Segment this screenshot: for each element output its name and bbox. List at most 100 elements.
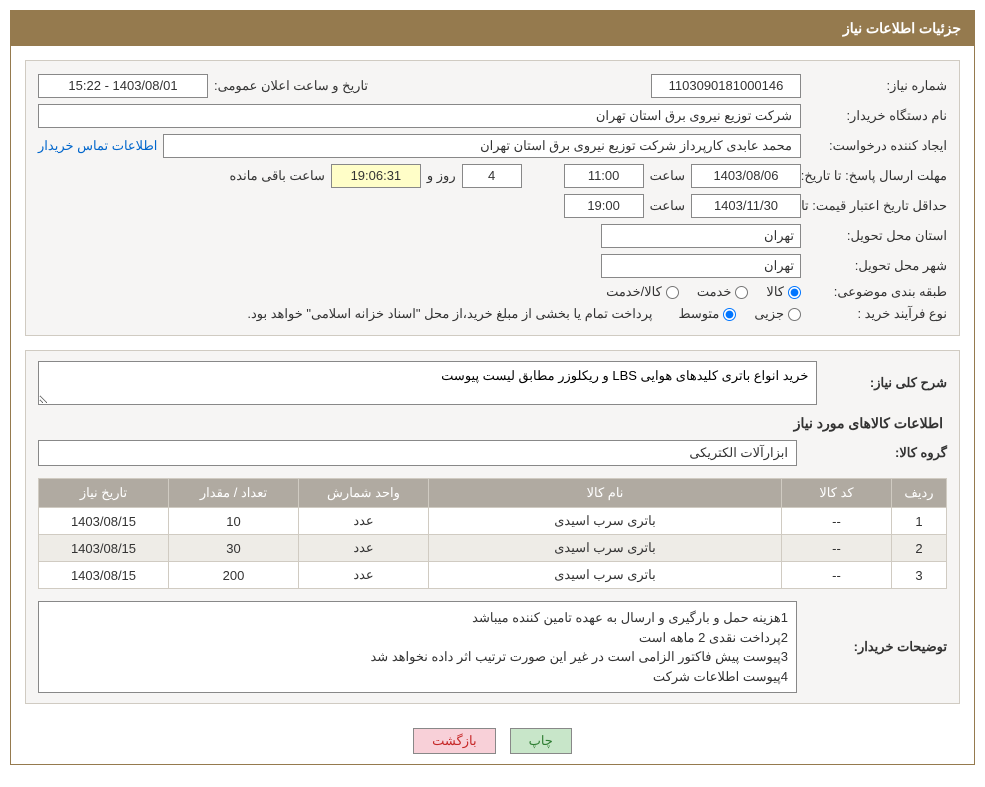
buyer-notes-label: توضیحات خریدار:	[807, 601, 947, 693]
radio-goods-input[interactable]	[788, 286, 801, 299]
radio-both-input[interactable]	[666, 286, 679, 299]
table-cell: باتری سرب اسیدی	[429, 535, 782, 562]
classify-radios: کالا خدمت کالا/خدمت	[606, 284, 801, 300]
radio-medium[interactable]: متوسط	[678, 306, 736, 322]
table-cell: 30	[169, 535, 299, 562]
button-row: چاپ بازگشت	[11, 718, 974, 764]
radio-minor[interactable]: جزیی	[754, 306, 801, 322]
radio-both-label: کالا/خدمت	[606, 284, 662, 300]
row-province: استان محل تحویل: تهران	[38, 221, 947, 251]
radio-goods-label: کالا	[766, 284, 784, 300]
table-cell: 1	[892, 508, 947, 535]
col-unit: واحد شمارش	[299, 479, 429, 508]
row-validity: حداقل تاریخ اعتبار قیمت: تا تاریخ: 1403/…	[38, 191, 947, 221]
radio-service-input[interactable]	[735, 286, 748, 299]
province-field: تهران	[601, 224, 801, 248]
province-label: استان محل تحویل:	[807, 228, 947, 244]
buyer-org-label: نام دستگاه خریدار:	[807, 108, 947, 124]
print-button[interactable]: چاپ	[510, 728, 572, 754]
row-group: گروه کالا: ابزارآلات الکتریکی	[38, 440, 947, 466]
validity-time-field: 19:00	[564, 194, 644, 218]
main-panel: جزئیات اطلاعات نیاز شماره نیاز: 11030901…	[10, 10, 975, 765]
note-line-1: 1هزینه حمل و بارگیری و ارسال به عهده تام…	[47, 608, 788, 628]
deadline-label-text: مهلت ارسال پاسخ:	[845, 168, 947, 183]
row-buyer-notes: توضیحات خریدار: 1هزینه حمل و بارگیری و ا…	[38, 601, 947, 693]
deadline-label: مهلت ارسال پاسخ: تا تاریخ:	[807, 168, 947, 184]
process-note: پرداخت تمام یا بخشی از مبلغ خرید،از محل …	[247, 306, 652, 322]
note-line-2: 2پرداخت نقدی 2 ماهه است	[47, 628, 788, 648]
table-cell: 1403/08/15	[39, 535, 169, 562]
remaining-label: ساعت باقی مانده	[229, 168, 324, 184]
radio-minor-input[interactable]	[788, 308, 801, 321]
items-title: اطلاعات کالاهای مورد نیاز	[42, 415, 943, 432]
col-qty: تعداد / مقدار	[169, 479, 299, 508]
page-title: جزئیات اطلاعات نیاز	[11, 11, 974, 46]
details-panel: شماره نیاز: 1103090181000146 تاریخ و ساع…	[25, 60, 960, 336]
table-cell: 2	[892, 535, 947, 562]
row-city: شهر محل تحویل: تهران	[38, 251, 947, 281]
col-row: ردیف	[892, 479, 947, 508]
table-row: 3--باتری سرب اسیدیعدد2001403/08/15	[39, 562, 947, 589]
announce-field: 1403/08/01 - 15:22	[38, 74, 208, 98]
col-date: تاریخ نیاز	[39, 479, 169, 508]
radio-both[interactable]: کالا/خدمت	[606, 284, 679, 300]
group-field: ابزارآلات الکتریکی	[38, 440, 797, 466]
items-table: ردیف کد کالا نام کالا واحد شمارش تعداد /…	[38, 478, 947, 589]
until-date-label-text: تا تاریخ:	[801, 168, 842, 183]
col-name: نام کالا	[429, 479, 782, 508]
days-field: 4	[462, 164, 522, 188]
need-no-field: 1103090181000146	[651, 74, 801, 98]
table-cell: عدد	[299, 535, 429, 562]
process-radios: جزیی متوسط	[678, 306, 801, 322]
table-cell: عدد	[299, 508, 429, 535]
table-cell: 1403/08/15	[39, 562, 169, 589]
deadline-time-field: 11:00	[564, 164, 644, 188]
description-field[interactable]	[38, 361, 817, 405]
table-cell: 200	[169, 562, 299, 589]
countdown-field: 19:06:31	[331, 164, 421, 188]
radio-medium-input[interactable]	[723, 308, 736, 321]
row-need-no: شماره نیاز: 1103090181000146 تاریخ و ساع…	[38, 71, 947, 101]
note-line-4: 4پیوست اطلاعات شرکت	[47, 667, 788, 687]
buyer-notes-field: 1هزینه حمل و بارگیری و ارسال به عهده تام…	[38, 601, 797, 693]
group-label: گروه کالا:	[807, 445, 947, 461]
back-button[interactable]: بازگشت	[413, 728, 495, 754]
need-no-label: شماره نیاز:	[807, 78, 947, 94]
radio-service-label: خدمت	[697, 284, 732, 300]
buyer-org-field: شرکت توزیع نیروی برق استان تهران	[38, 104, 801, 128]
row-process: نوع فرآیند خرید : جزیی متوسط پرداخت تمام…	[38, 303, 947, 325]
table-cell: باتری سرب اسیدی	[429, 508, 782, 535]
table-cell: باتری سرب اسیدی	[429, 562, 782, 589]
announce-label: تاریخ و ساعت اعلان عمومی:	[214, 78, 368, 94]
days-and-label: روز و	[427, 168, 456, 184]
radio-goods[interactable]: کالا	[766, 284, 801, 300]
table-row: 1--باتری سرب اسیدیعدد101403/08/15	[39, 508, 947, 535]
table-cell: --	[782, 508, 892, 535]
requester-label: ایجاد کننده درخواست:	[807, 138, 947, 154]
validity-date-field: 1403/11/30	[691, 194, 801, 218]
city-label: شهر محل تحویل:	[807, 258, 947, 274]
contact-link[interactable]: اطلاعات تماس خریدار	[38, 138, 157, 154]
desc-label: شرح کلی نیاز:	[827, 361, 947, 405]
time-label-2: ساعت	[650, 198, 685, 214]
table-header-row: ردیف کد کالا نام کالا واحد شمارش تعداد /…	[39, 479, 947, 508]
table-row: 2--باتری سرب اسیدیعدد301403/08/15	[39, 535, 947, 562]
row-requester: ایجاد کننده درخواست: محمد عابدی کارپرداز…	[38, 131, 947, 161]
row-buyer-org: نام دستگاه خریدار: شرکت توزیع نیروی برق …	[38, 101, 947, 131]
radio-medium-label: متوسط	[678, 306, 719, 322]
table-cell: 10	[169, 508, 299, 535]
requester-field: محمد عابدی کارپرداز شرکت توزیع نیروی برق…	[163, 134, 801, 158]
process-label: نوع فرآیند خرید :	[807, 306, 947, 322]
table-cell: --	[782, 535, 892, 562]
note-line-3: 3پیوست پیش فاکتور الزامی است در غیر این …	[47, 647, 788, 667]
need-panel: شرح کلی نیاز: اطلاعات کالاهای مورد نیاز …	[25, 350, 960, 704]
row-deadline: مهلت ارسال پاسخ: تا تاریخ: 1403/08/06 سا…	[38, 161, 947, 191]
deadline-date-field: 1403/08/06	[691, 164, 801, 188]
table-cell: --	[782, 562, 892, 589]
time-label-1: ساعت	[650, 168, 685, 184]
validity-label-text: حداقل تاریخ اعتبار قیمت:	[812, 198, 947, 213]
table-cell: 3	[892, 562, 947, 589]
city-field: تهران	[601, 254, 801, 278]
radio-service[interactable]: خدمت	[697, 284, 749, 300]
classify-label: طبقه بندی موضوعی:	[807, 284, 947, 300]
